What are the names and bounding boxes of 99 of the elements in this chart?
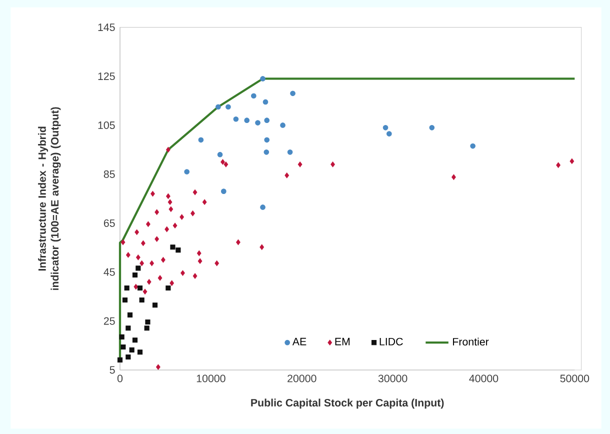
point <box>170 280 174 286</box>
point <box>154 209 159 215</box>
point <box>129 347 134 352</box>
x-tick-label: 0 <box>117 374 123 382</box>
point <box>172 222 178 228</box>
point <box>287 149 293 155</box>
legend-label: LIDC <box>380 338 403 346</box>
point <box>220 188 226 194</box>
point <box>298 162 302 168</box>
point <box>190 210 195 216</box>
point <box>244 118 250 123</box>
x-tick-label: 40000 <box>469 374 498 382</box>
point <box>161 257 166 263</box>
point <box>386 131 392 136</box>
point <box>139 297 144 303</box>
x-tick-label: 30000 <box>378 374 408 382</box>
point <box>170 244 176 250</box>
point <box>168 199 172 205</box>
point <box>198 137 204 143</box>
point <box>290 90 296 96</box>
point <box>176 248 181 253</box>
point <box>214 260 220 266</box>
y-tick-label: 125 <box>98 72 115 80</box>
point <box>156 364 160 370</box>
point <box>262 99 268 105</box>
legend-label: EM <box>335 338 350 346</box>
point <box>260 204 266 210</box>
point <box>570 158 574 164</box>
point <box>382 125 388 130</box>
point <box>145 319 150 325</box>
y-tick-label: 105 <box>98 121 115 130</box>
point <box>556 162 560 168</box>
point <box>144 326 150 331</box>
point <box>122 297 128 303</box>
point <box>158 275 162 281</box>
point <box>220 159 225 165</box>
x-tick-label: 10000 <box>196 374 226 382</box>
y-tick-label: 25 <box>104 317 115 325</box>
point <box>152 302 158 308</box>
y-tick-label: 5 <box>110 366 115 374</box>
legend-label: Frontier <box>453 338 489 346</box>
point <box>264 118 270 123</box>
point <box>217 152 223 158</box>
point <box>146 221 150 227</box>
point <box>260 76 266 82</box>
point <box>198 258 202 264</box>
point <box>127 312 133 318</box>
point <box>132 338 138 343</box>
x-tick-label: 50000 <box>560 374 590 382</box>
point <box>192 189 198 196</box>
point <box>117 357 123 362</box>
point <box>124 285 130 291</box>
point <box>452 174 456 180</box>
point <box>196 250 202 256</box>
point <box>142 288 148 294</box>
y-tick-label: 145 <box>98 24 115 32</box>
point <box>136 254 140 260</box>
point <box>180 214 184 220</box>
point <box>120 344 126 350</box>
y-tick-label: 65 <box>104 219 115 227</box>
point <box>280 122 286 128</box>
y-tick-label: 45 <box>104 268 115 276</box>
point <box>202 199 207 205</box>
y-tick-label: 85 <box>104 170 115 178</box>
point <box>429 125 435 130</box>
point <box>264 137 270 143</box>
x-tick-label: 20000 <box>288 374 316 382</box>
point <box>260 244 264 250</box>
point <box>184 169 190 174</box>
point <box>134 229 139 235</box>
point <box>137 285 143 291</box>
point <box>251 93 256 99</box>
point <box>166 285 171 291</box>
point <box>120 239 126 246</box>
point <box>233 116 239 122</box>
point <box>146 279 152 285</box>
point <box>192 273 198 279</box>
y-axis-title: Infrastructure Index - Hybrid indicator (100=AE average) (Output) <box>38 107 61 290</box>
point <box>284 172 290 178</box>
point <box>126 326 131 331</box>
point <box>119 334 124 340</box>
legend-label: AE <box>292 338 306 346</box>
point <box>470 143 476 149</box>
point <box>264 149 270 155</box>
point <box>126 252 130 258</box>
point <box>255 120 260 126</box>
point <box>226 104 231 110</box>
point <box>126 354 131 360</box>
point <box>224 162 228 168</box>
point <box>137 350 143 355</box>
point <box>180 270 185 276</box>
point <box>330 162 335 168</box>
point <box>132 272 138 278</box>
point <box>164 226 170 232</box>
point <box>136 266 141 271</box>
point <box>216 104 221 110</box>
point <box>168 206 174 212</box>
point <box>154 236 159 242</box>
x-axis-title: Public Capital Stock per Capita (Input) <box>251 398 444 409</box>
